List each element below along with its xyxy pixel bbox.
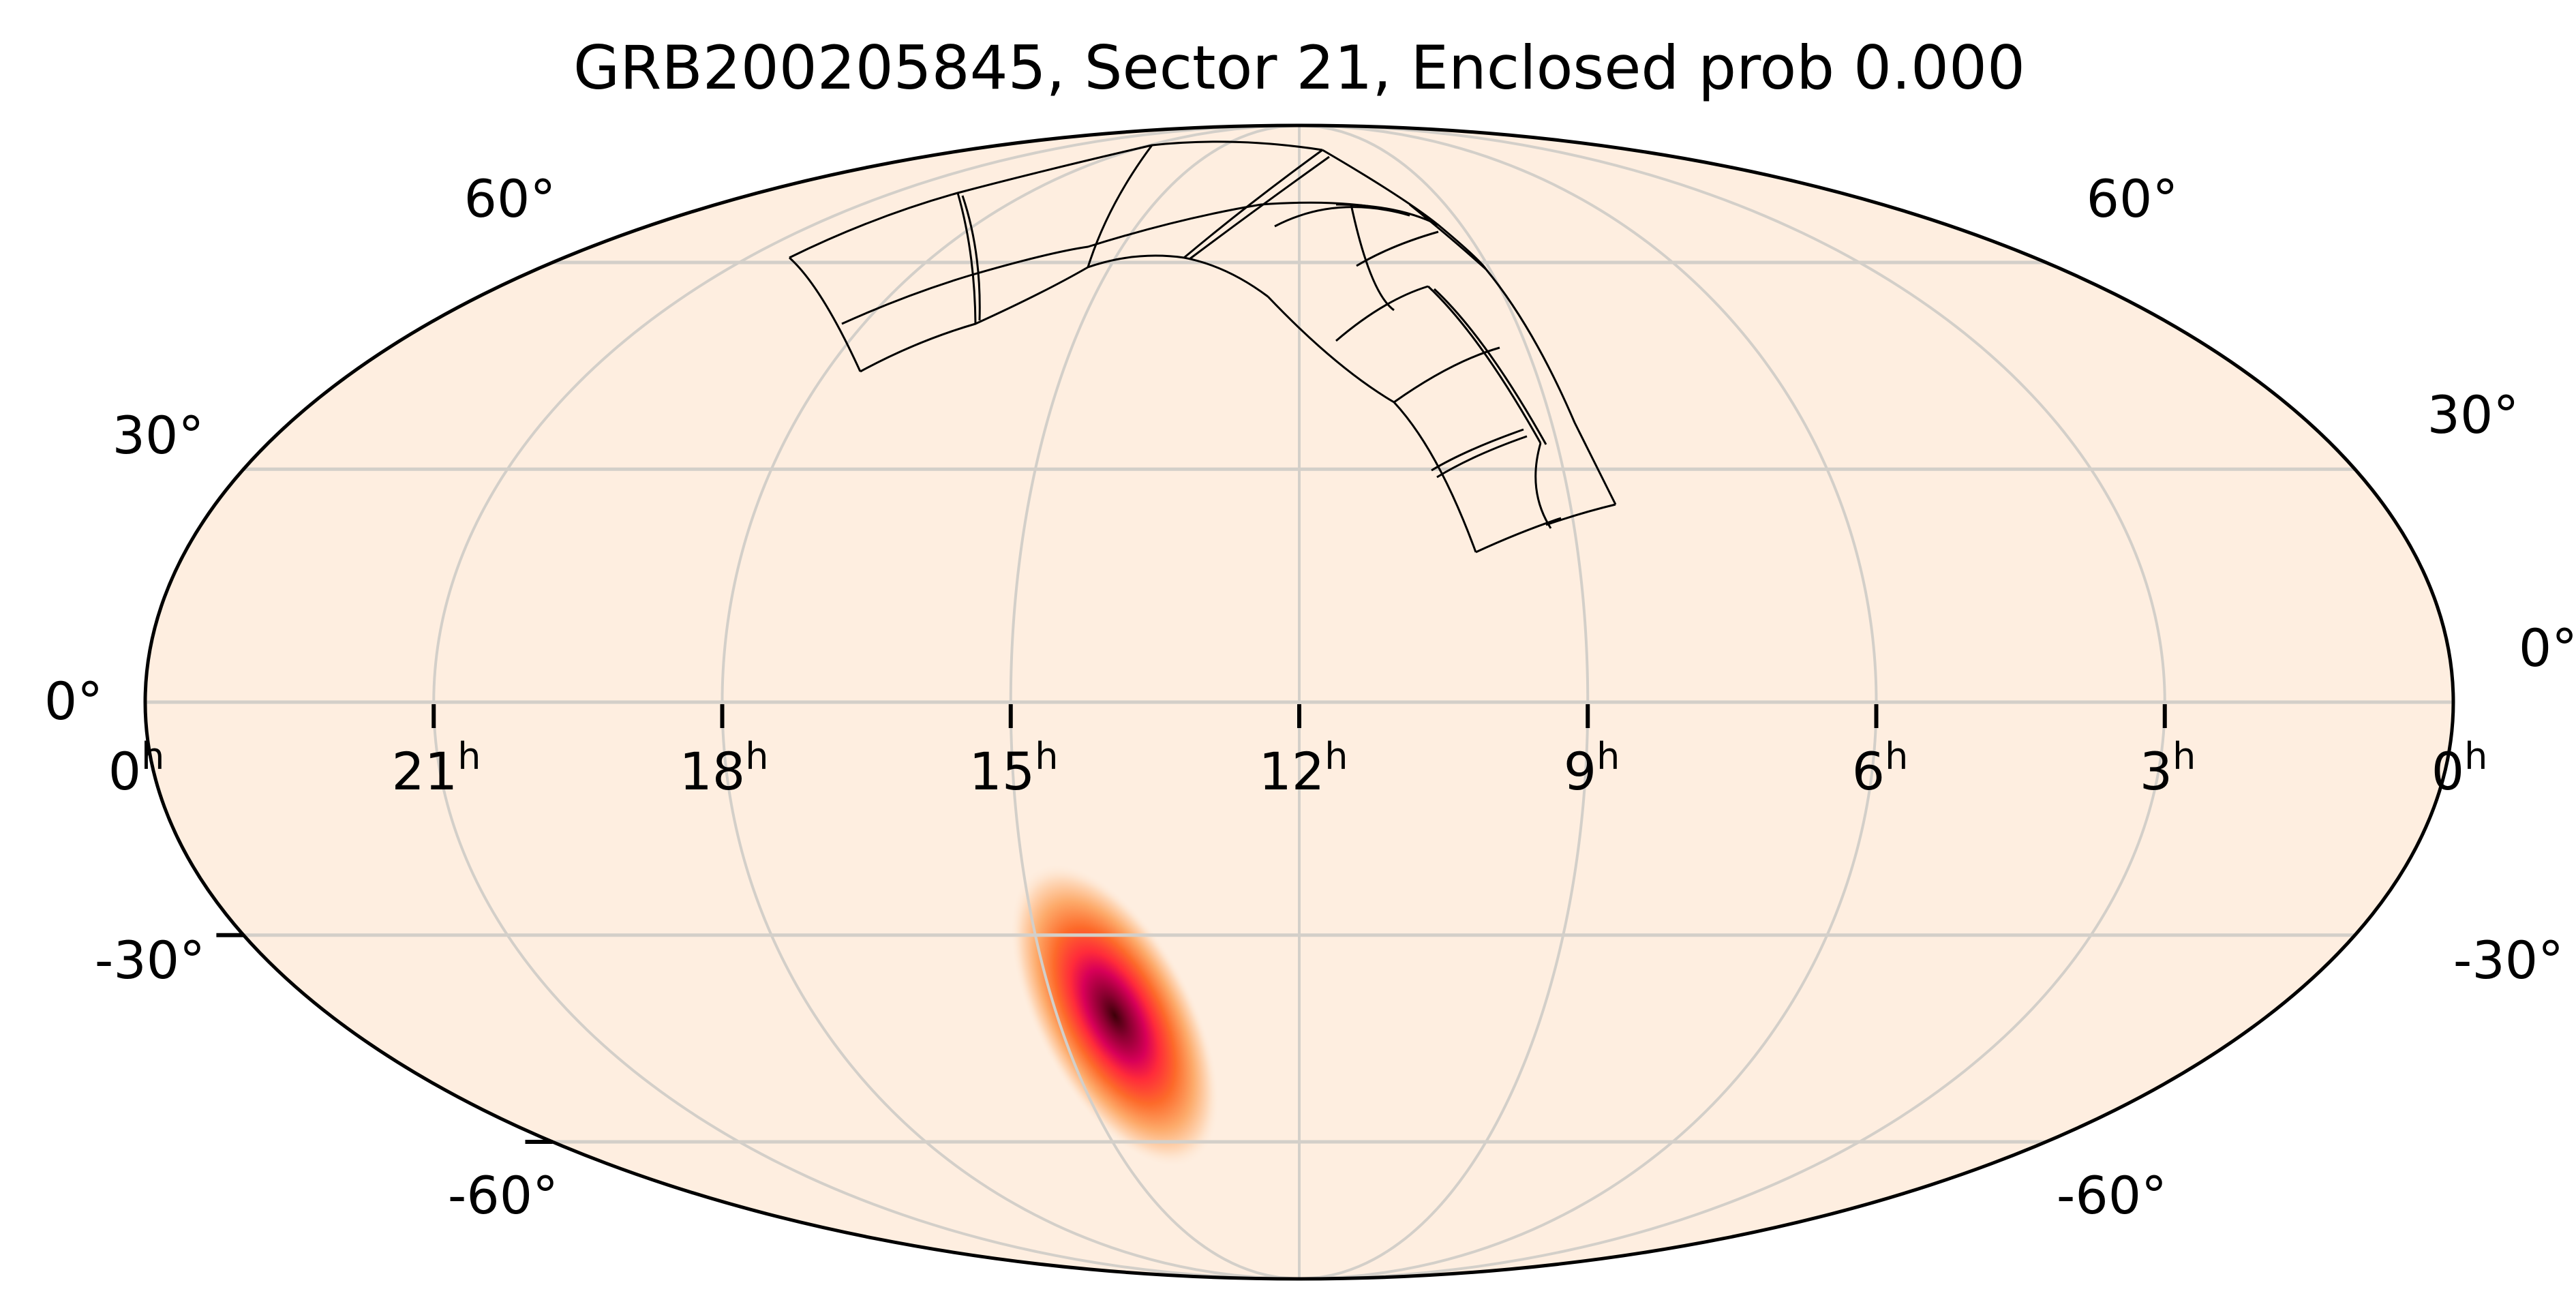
ccd-tile-edge [1322,149,1487,270]
ccd-tile-edge [860,254,1269,373]
dec-tick-label-left: 30° [112,405,204,466]
ra-tick-label: 15h [969,735,1059,802]
meridian-line [721,125,1300,1279]
ccd-tile-edge [1335,285,1429,342]
ccd-tile-edge [1433,288,1547,445]
map-frame [143,123,2455,1281]
ra-tick-label: 0h [108,735,165,802]
ccd-tile-edge [1485,269,1576,423]
ccd-tile-edge [1393,401,1477,553]
ccd-tile-edge [789,140,1323,259]
ccd-tile-edge [1436,435,1528,479]
ccd-tile-edge [841,201,1410,325]
dec-tick-label-left: 60° [464,168,556,229]
ra-tick-label: 6h [1852,735,1909,802]
dec-tick-label-left: -30° [95,930,205,991]
meridian-line [1299,125,1590,1279]
ccd-tile-edge [1267,295,1395,404]
tess-sector-footprint [789,140,1617,554]
ccd-tile-edge [961,195,981,321]
ra-tick-label: 9h [1564,735,1620,802]
ra-tick-labels: 0h 21h 18h 15h 12h 9h 6h 3h 0h [108,735,2488,802]
ccd-tile-edge [1189,155,1330,260]
dec-tick-label-right: -60° [2057,1165,2167,1226]
ccd-tile-edge [1475,517,1562,554]
meridian-line [1009,125,1300,1279]
ccd-tile-edge [1183,149,1323,259]
ccd-tile-edge [1427,285,1542,444]
ra-tick-label: 18h [680,735,769,802]
ccd-tile-edge [1409,203,1487,271]
dec-tick-label-left: -60° [448,1165,558,1226]
ccd-tile-edge [1274,206,1410,228]
ccd-tile-edge [956,192,977,324]
meridian-line [432,125,1300,1279]
dec-tick-label-right: 0° [2519,618,2576,678]
dec-tick-label-left: 0° [44,671,103,731]
probability-heatmap [1010,863,1219,1168]
ccd-tile-edge [1356,230,1439,267]
meridian-line [1299,125,1878,1279]
dec-tick-label-right: 30° [2427,384,2519,445]
meridian-line [1299,125,2166,1279]
ccd-tile-edge [1431,428,1524,472]
ccd-tile-edge [789,256,862,372]
dec-tick-label-right: 60° [2087,168,2179,229]
ra-tick-label: 3h [2140,735,2196,802]
axis-ticks [216,704,2167,1144]
ra-tick-label: 0h [2431,735,2488,802]
ccd-tile-edge [1573,422,1617,505]
ra-tick-label: 21h [392,735,481,802]
dec-tick-label-right: -30° [2453,930,2564,991]
ccd-tile-edge [1350,204,1395,312]
ccd-tile-edge [1545,503,1616,526]
graticule-grid [145,125,2453,1279]
chart-title: GRB200205845, Sector 21, Enclosed prob 0… [573,33,2025,103]
ccd-tile-edge [1534,442,1552,529]
ccd-tile-edge [1335,203,1439,226]
ccd-tile-edge [1087,145,1153,268]
dec-tick-labels: 60° 60° 30° 30° 0° 0° -30° -30° -60° -60° [44,168,2576,1226]
ra-tick-label: 12h [1259,735,1348,802]
